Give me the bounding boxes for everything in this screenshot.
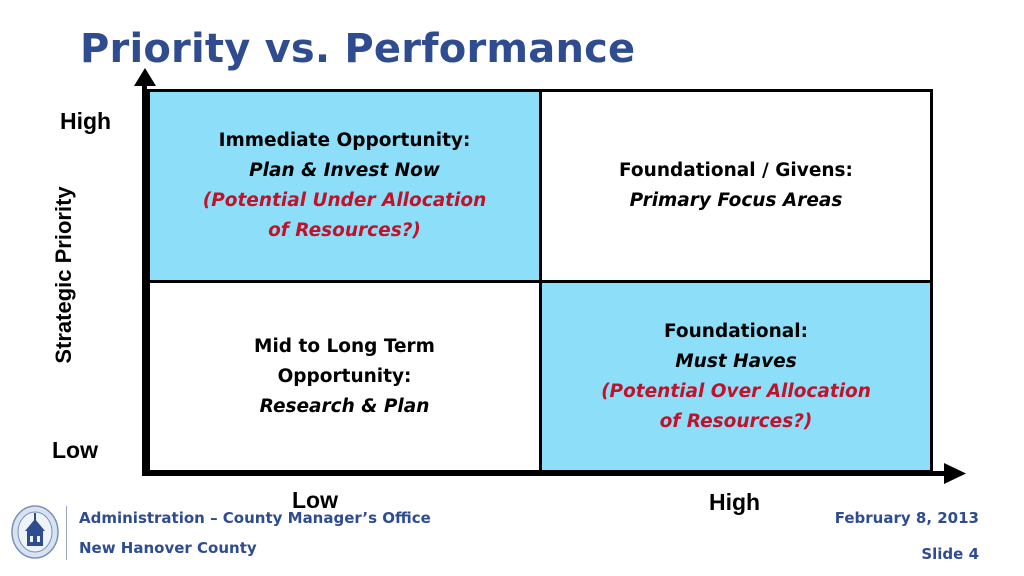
quadrant-note: of Resources?) xyxy=(659,410,813,432)
quadrant-heading: Foundational / Givens: xyxy=(619,160,853,181)
quadrant-bottom-right: Foundational: Must Haves (Potential Over… xyxy=(539,280,933,473)
y-axis-line xyxy=(142,82,147,475)
footer-county: New Hanover County xyxy=(79,539,257,557)
quadrant-heading: Foundational: xyxy=(664,320,808,342)
quadrant-top-left: Immediate Opportunity: Plan & Invest Now… xyxy=(147,89,542,283)
quadrant-heading: Mid to Long Term xyxy=(254,335,435,357)
x-axis-line xyxy=(142,471,947,476)
quadrant-heading: Opportunity: xyxy=(277,365,412,387)
quadrant-note: (Potential Over Allocation xyxy=(601,380,871,402)
footer-slide-number: Slide 4 xyxy=(921,545,979,563)
footer-divider xyxy=(66,506,67,560)
footer-office: Administration – County Manager’s Office xyxy=(79,509,431,527)
county-seal-icon xyxy=(11,505,59,559)
quadrant-top-right: Foundational / Givens: Primary Focus Are… xyxy=(539,89,933,283)
x-axis-high-label: High xyxy=(709,489,761,515)
quadrant-note: of Resources?) xyxy=(268,220,421,241)
quadrant-subheading: Plan & Invest Now xyxy=(249,160,440,181)
y-axis-title: Strategic Priority xyxy=(51,186,76,364)
quadrant-note: (Potential Under Allocation xyxy=(202,190,487,211)
footer-date: February 8, 2013 xyxy=(834,509,979,527)
y-axis-low-label: Low xyxy=(52,437,98,463)
x-axis-low-label: Low xyxy=(292,487,338,513)
quadrant-subheading: Must Haves xyxy=(675,350,797,372)
y-axis-high-label: High xyxy=(60,108,112,134)
y-axis-arrowhead xyxy=(134,68,156,86)
x-axis-arrowhead xyxy=(944,463,966,484)
quadrant-bottom-left: Mid to Long Term Opportunity: Research &… xyxy=(147,280,542,473)
slide-title: Priority vs. Performance xyxy=(80,26,636,72)
quadrant-subheading: Primary Focus Areas xyxy=(629,190,843,211)
quadrant-heading: Immediate Opportunity: xyxy=(218,130,471,151)
quadrant-subheading: Research & Plan xyxy=(259,395,430,417)
